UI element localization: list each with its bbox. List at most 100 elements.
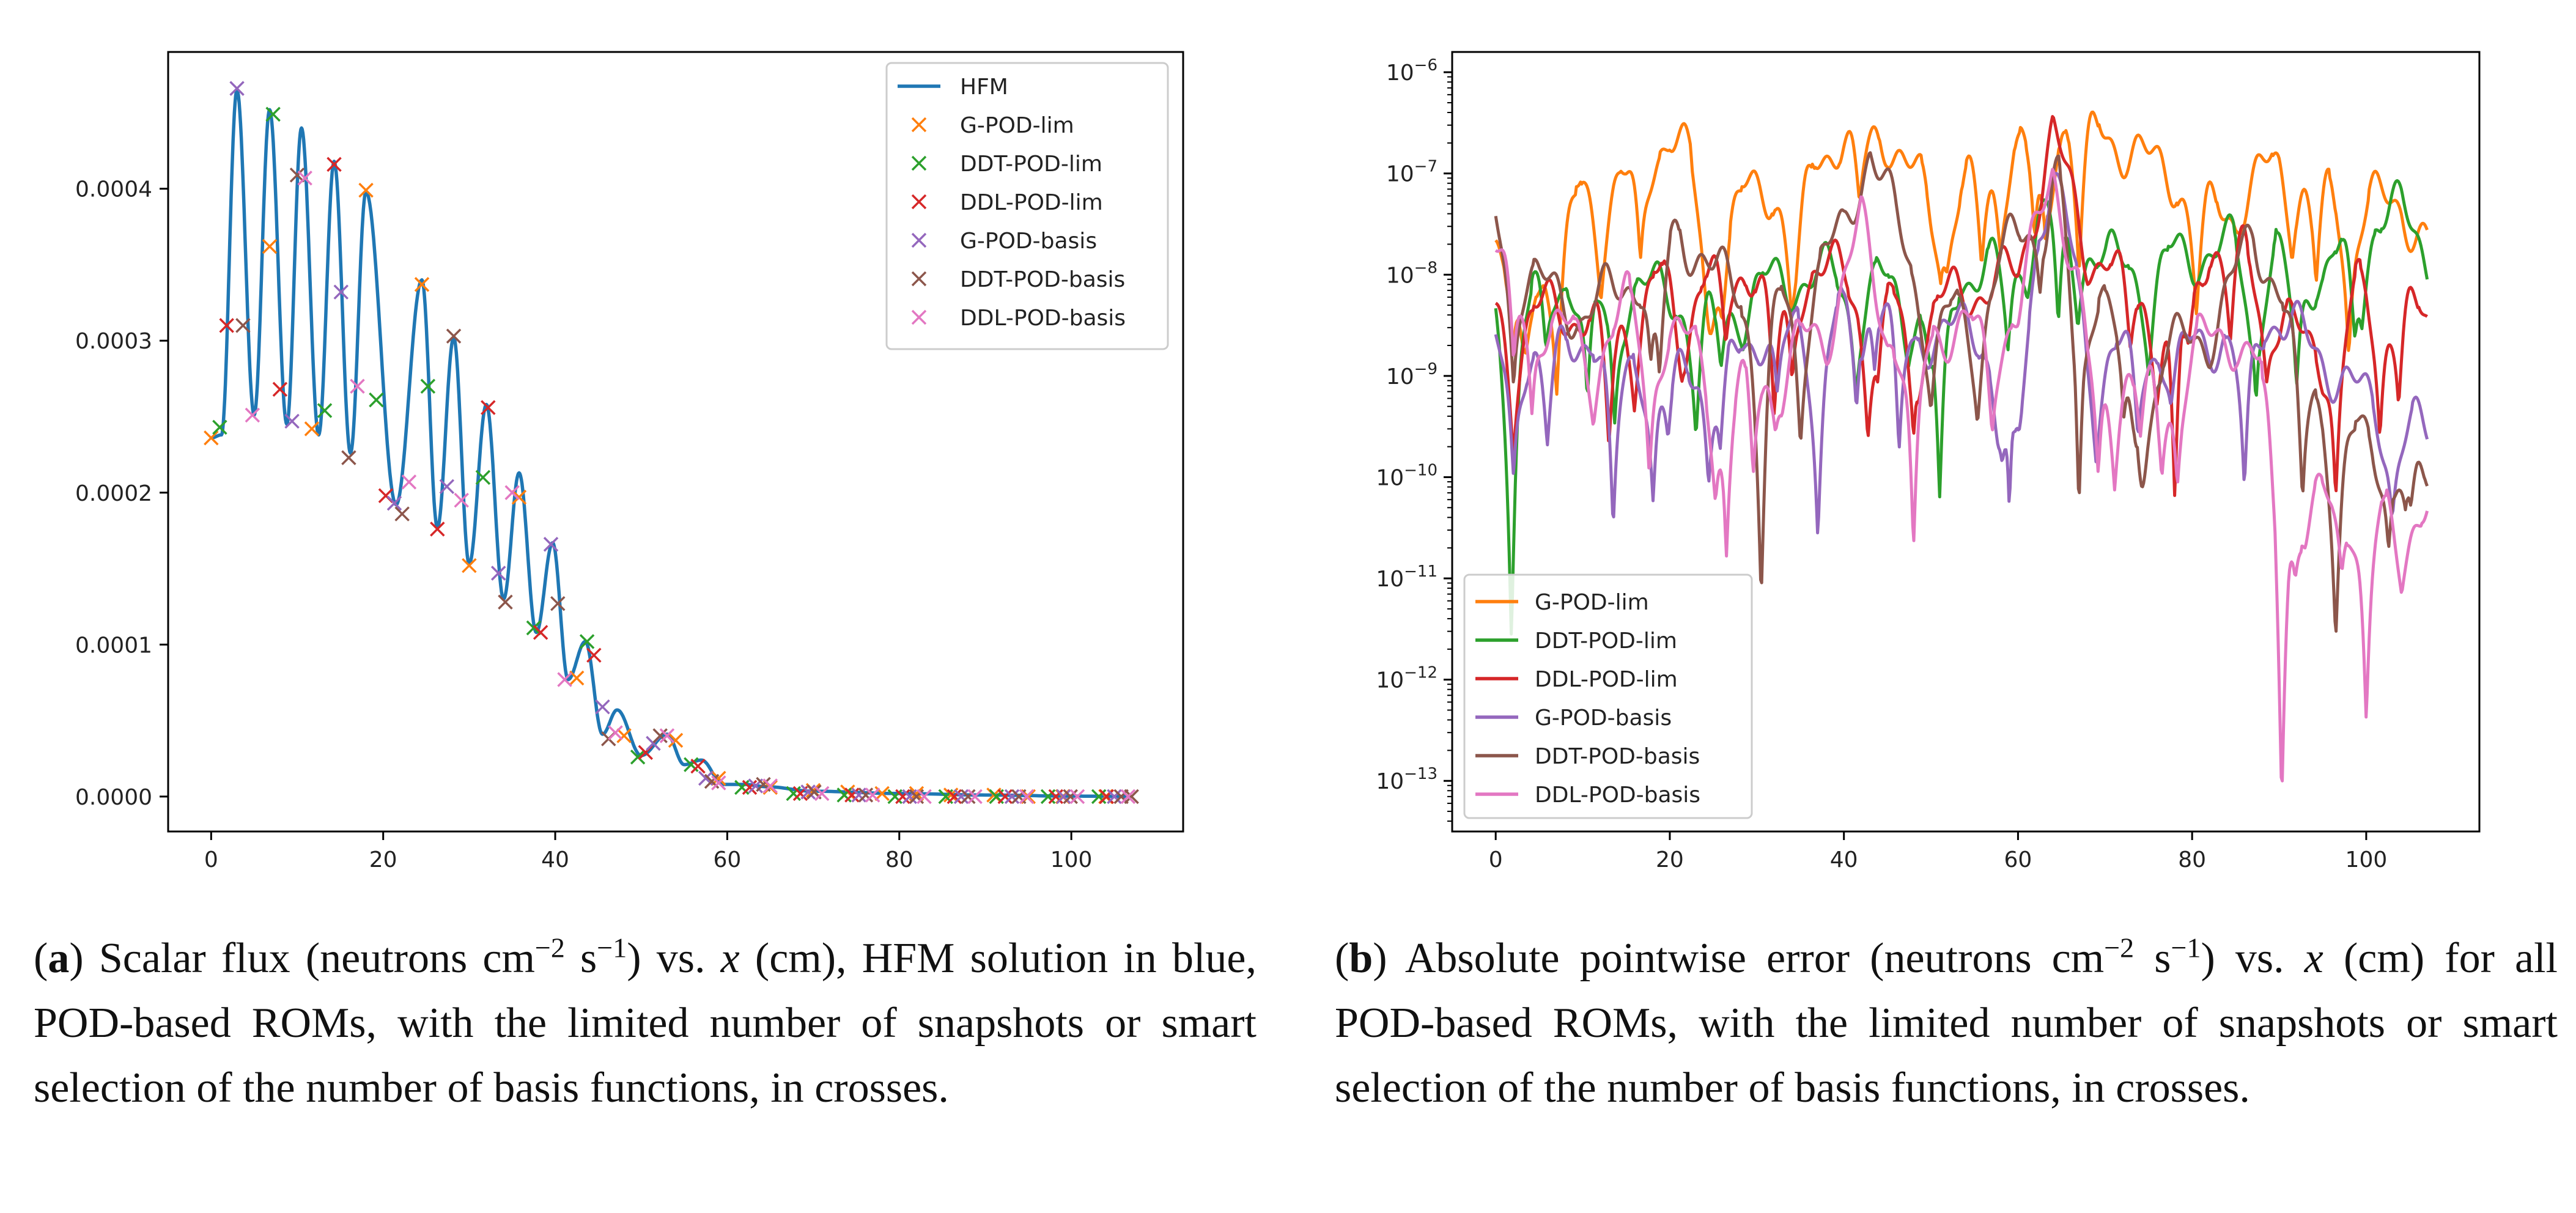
data-cross bbox=[608, 725, 623, 740]
caption-a: (a) Scalar flux (neutrons cm−2 s−1) vs. … bbox=[34, 932, 1257, 1112]
legend-label: DDT-POD-basis bbox=[960, 267, 1125, 292]
legend-marker bbox=[911, 232, 927, 248]
caption-b: (b) Absolute pointwise error (neutrons c… bbox=[1335, 932, 2558, 1112]
legend-label: G-POD-basis bbox=[960, 229, 1097, 254]
y-tick-label: 0.0002 bbox=[75, 481, 152, 506]
data-cross bbox=[333, 284, 349, 300]
legend-label: G-POD-lim bbox=[1535, 590, 1649, 615]
data-cross bbox=[967, 789, 983, 805]
y-tick-label: 0.0003 bbox=[75, 329, 152, 354]
data-cross bbox=[475, 470, 491, 485]
data-cross bbox=[902, 789, 917, 805]
data-cross bbox=[526, 620, 542, 636]
x-tick-label: 80 bbox=[885, 847, 913, 872]
legend-label: DDT-POD-lim bbox=[960, 152, 1102, 177]
legend-label: DDL-POD-basis bbox=[1535, 783, 1700, 808]
x-tick-label: 0 bbox=[1489, 847, 1503, 872]
x-tick-label: 20 bbox=[1656, 847, 1684, 872]
legend-marker bbox=[911, 117, 927, 133]
data-cross bbox=[265, 106, 281, 122]
data-cross bbox=[219, 318, 234, 333]
legend-label: DDL-POD-basis bbox=[960, 306, 1126, 331]
error-line-ddl-pod-basis bbox=[1494, 168, 2429, 783]
data-cross bbox=[961, 789, 976, 805]
x-tick-label: 60 bbox=[714, 847, 742, 872]
data-cross bbox=[895, 789, 910, 805]
data-cross bbox=[1004, 789, 1020, 805]
data-cross bbox=[369, 392, 384, 408]
data-cross bbox=[851, 787, 866, 803]
error-line-ddl-pod-lim bbox=[1494, 115, 2429, 497]
data-cross bbox=[490, 566, 506, 581]
data-cross bbox=[350, 378, 365, 394]
legend-marker bbox=[911, 155, 927, 171]
x-tick-label: 20 bbox=[369, 847, 397, 872]
y-tick-label: 10−13 bbox=[1376, 765, 1437, 794]
series-g-pod-basis bbox=[229, 81, 1122, 805]
error-line-g-pod-lim bbox=[1494, 110, 2429, 396]
data-cross bbox=[289, 168, 305, 183]
data-cross bbox=[394, 506, 410, 522]
data-cross bbox=[1124, 789, 1139, 805]
x-tick-label: 40 bbox=[1830, 847, 1858, 872]
data-cross bbox=[659, 728, 675, 743]
series-ddl-pod-basis bbox=[245, 171, 1136, 805]
data-cross bbox=[262, 238, 278, 254]
data-cross bbox=[420, 378, 436, 394]
data-cross bbox=[630, 749, 646, 765]
data-cross bbox=[865, 787, 880, 803]
y-tick-label: 10−11 bbox=[1376, 562, 1437, 592]
legend-label: HFM bbox=[960, 75, 1008, 100]
data-cross bbox=[997, 789, 1013, 805]
data-cross bbox=[229, 81, 245, 96]
data-cross bbox=[1063, 789, 1078, 805]
data-cross bbox=[245, 407, 260, 423]
data-cross bbox=[235, 318, 251, 333]
y-tick-label: 10−12 bbox=[1376, 664, 1437, 693]
data-cross bbox=[569, 670, 585, 686]
x-tick-label: 40 bbox=[541, 847, 569, 872]
data-cross bbox=[550, 595, 566, 611]
x-tick-label: 60 bbox=[2004, 847, 2032, 872]
error-line-ddt-pod-basis bbox=[1494, 151, 2429, 633]
x-tick-label: 100 bbox=[2345, 847, 2388, 872]
data-cross bbox=[947, 789, 962, 805]
data-cross bbox=[557, 672, 572, 687]
x-tick-label: 100 bbox=[1050, 847, 1093, 872]
data-cross bbox=[543, 537, 559, 552]
data-cross bbox=[1120, 789, 1136, 805]
x-tick-label: 0 bbox=[204, 847, 218, 872]
legend-label: G-POD-basis bbox=[1535, 706, 1672, 731]
data-cross bbox=[446, 328, 462, 344]
y-tick-label: 10−9 bbox=[1386, 360, 1437, 389]
y-tick-label: 0.0000 bbox=[75, 785, 152, 810]
data-cross bbox=[317, 403, 333, 418]
legend-label: DDT-POD-lim bbox=[1535, 629, 1677, 654]
data-cross bbox=[341, 450, 356, 465]
data-cross bbox=[504, 485, 520, 500]
data-cross bbox=[511, 489, 527, 505]
data-cross bbox=[498, 594, 513, 610]
data-cross bbox=[1019, 789, 1035, 805]
data-cross bbox=[762, 778, 778, 794]
legend-marker bbox=[911, 309, 927, 325]
data-cross bbox=[668, 732, 684, 748]
data-cross bbox=[358, 182, 374, 198]
data-cross bbox=[297, 171, 312, 186]
legend-label: G-POD-lim bbox=[960, 113, 1074, 138]
x-tick-label: 80 bbox=[2178, 847, 2206, 872]
data-cross bbox=[439, 479, 455, 495]
y-tick-label: 10−8 bbox=[1386, 259, 1437, 288]
data-cross bbox=[1069, 789, 1085, 805]
legend-label: DDL-POD-lim bbox=[960, 190, 1103, 215]
data-cross bbox=[858, 787, 874, 803]
data-cross bbox=[401, 474, 417, 490]
y-tick-label: 0.0001 bbox=[75, 633, 152, 658]
data-cross bbox=[800, 784, 816, 800]
data-cross bbox=[690, 758, 706, 774]
data-cross bbox=[844, 787, 860, 803]
data-cross bbox=[272, 382, 288, 397]
legend-box bbox=[1463, 573, 1753, 819]
y-tick-label: 10−10 bbox=[1376, 461, 1437, 490]
data-cross bbox=[533, 625, 548, 640]
